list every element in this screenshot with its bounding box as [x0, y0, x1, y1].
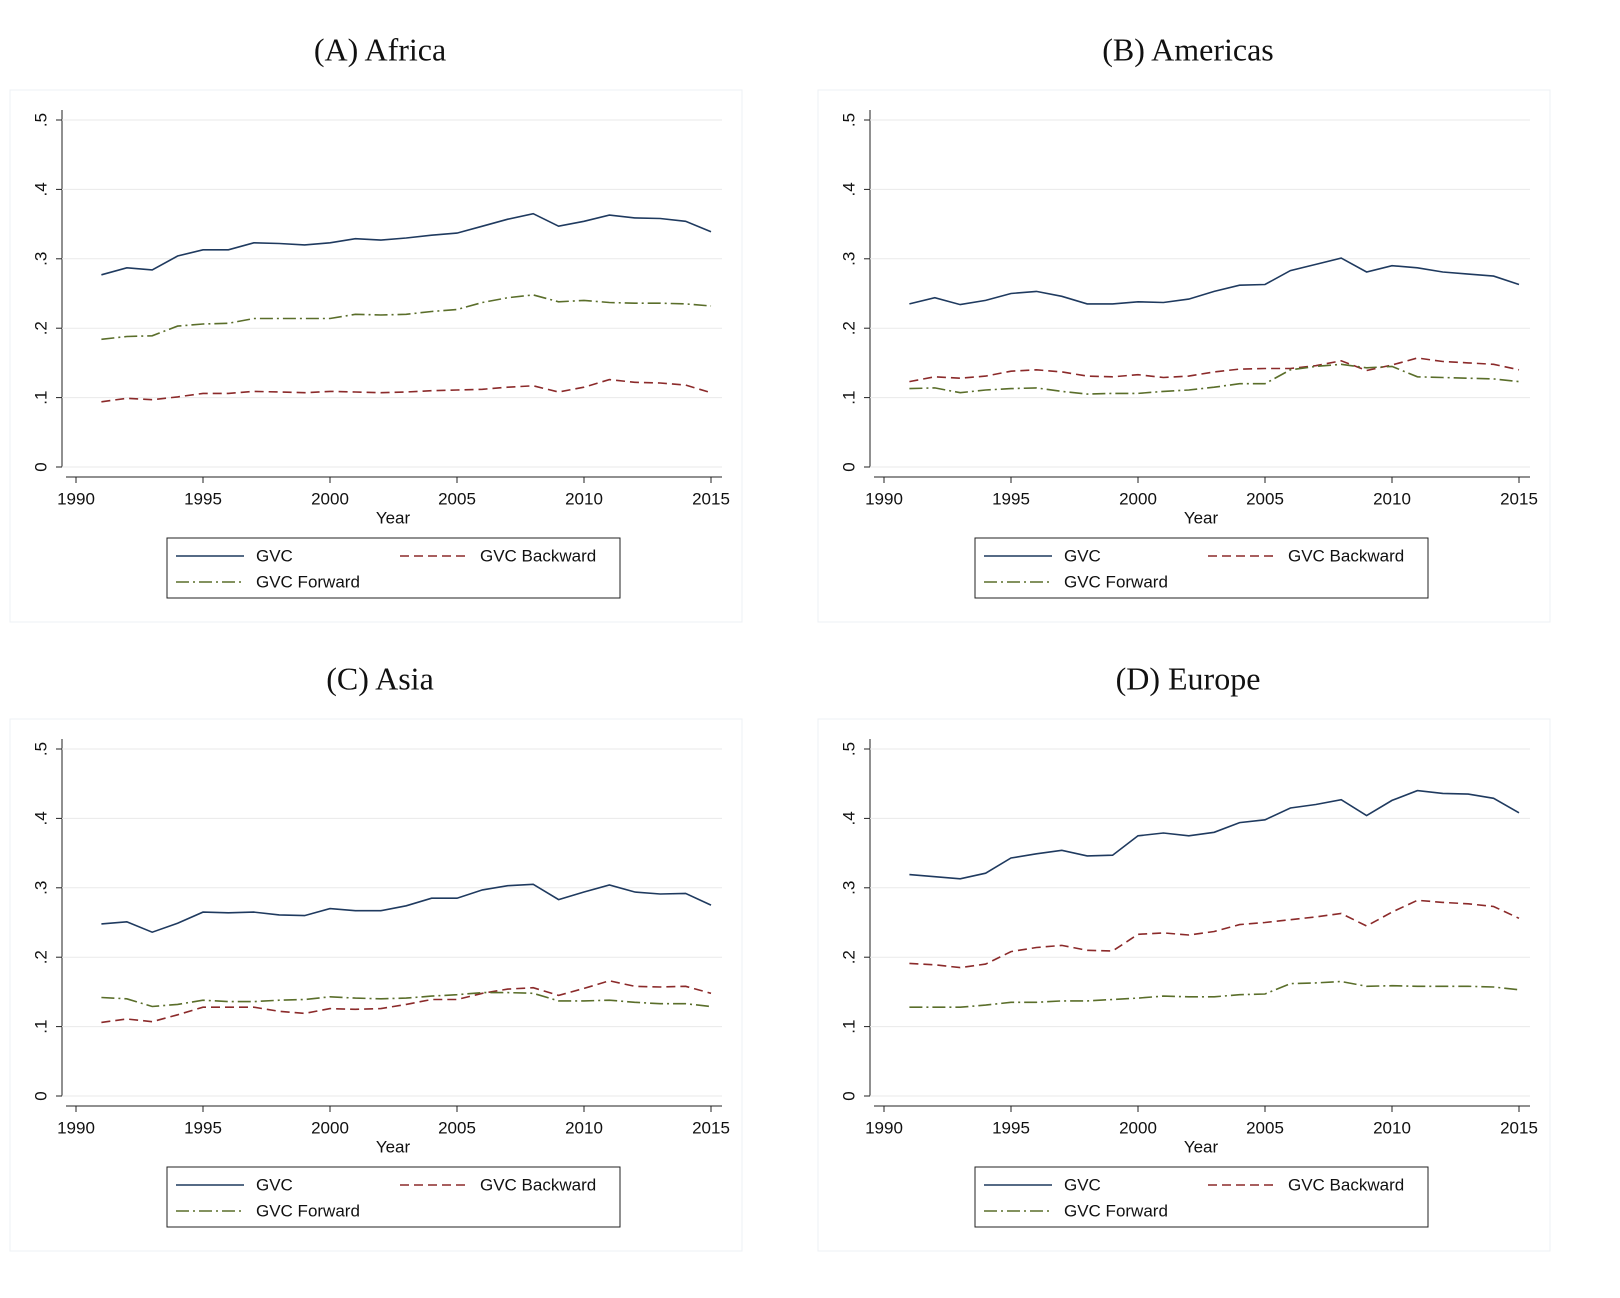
x-tick-label: 2000	[1119, 1118, 1157, 1137]
y-tick-label: .5	[839, 113, 858, 127]
x-tick-label: 2010	[1373, 489, 1411, 508]
series-line	[909, 980, 1520, 1008]
x-tick-label: 2015	[1500, 1118, 1538, 1137]
x-tick-label: 1995	[992, 1118, 1030, 1137]
legend-box	[974, 1166, 1429, 1228]
x-tick-label: 2015	[1500, 489, 1538, 508]
x-tick-label: 1990	[865, 1118, 903, 1137]
y-tick-label: .4	[31, 182, 50, 196]
legend-label: GVC	[1064, 546, 1101, 565]
x-tick-label: 1990	[57, 1118, 95, 1137]
y-tick-label: .2	[839, 950, 858, 964]
legend-label: GVC Forward	[256, 1201, 360, 1220]
legend-label: GVC Backward	[480, 1175, 596, 1194]
x-tick-label: 2005	[1246, 1118, 1284, 1137]
x-axis-label: Year	[376, 1137, 411, 1156]
panel-frame	[9, 718, 743, 1252]
legend-label: GVC	[256, 546, 293, 565]
series-line	[909, 257, 1520, 306]
x-tick-label: 2005	[438, 1118, 476, 1137]
x-tick-label: 1995	[992, 489, 1030, 508]
series-line	[101, 979, 712, 1024]
y-tick-label: 0	[839, 462, 858, 471]
y-tick-label: .1	[839, 1020, 858, 1034]
series-line	[101, 883, 712, 934]
legend-label: GVC	[256, 1175, 293, 1194]
x-axis-label: Year	[1184, 508, 1219, 527]
x-tick-label: 2000	[311, 489, 349, 508]
x-tick-label: 2010	[565, 1118, 603, 1137]
series-line	[101, 991, 712, 1008]
legend-box	[166, 1166, 621, 1228]
series-line	[909, 899, 1520, 969]
panel-frame	[9, 89, 743, 623]
x-tick-label: 1990	[865, 489, 903, 508]
y-tick-label: 0	[31, 462, 50, 471]
x-tick-label: 2010	[1373, 1118, 1411, 1137]
legend-label: GVC	[1064, 1175, 1101, 1194]
y-tick-label: .5	[31, 113, 50, 127]
y-tick-label: .1	[31, 1020, 50, 1034]
legend-label: GVC Forward	[256, 572, 360, 591]
legend-label: GVC Forward	[1064, 1201, 1168, 1220]
x-tick-label: 1995	[184, 489, 222, 508]
x-tick-label: 2015	[692, 1118, 730, 1137]
panel-frame	[817, 718, 1551, 1252]
y-tick-label: .3	[31, 881, 50, 895]
panel-title: (D) Europe	[1116, 660, 1261, 696]
legend-label: GVC Backward	[1288, 546, 1404, 565]
x-axis-label: Year	[376, 508, 411, 527]
x-tick-label: 2000	[311, 1118, 349, 1137]
y-tick-label: .4	[839, 182, 858, 196]
x-tick-label: 2005	[1246, 489, 1284, 508]
x-tick-label: 2015	[692, 489, 730, 508]
y-tick-label: .2	[31, 950, 50, 964]
panel-title: (A) Africa	[314, 31, 446, 67]
panel-frame	[817, 89, 1551, 623]
y-tick-label: .3	[31, 252, 50, 266]
y-tick-label: 0	[839, 1091, 858, 1100]
y-tick-label: 0	[31, 1091, 50, 1100]
y-tick-label: .2	[31, 321, 50, 335]
y-tick-label: .3	[839, 252, 858, 266]
series-line	[101, 294, 712, 341]
series-line	[909, 789, 1520, 880]
series-line	[101, 212, 712, 276]
y-tick-label: .4	[31, 811, 50, 825]
x-tick-label: 2010	[565, 489, 603, 508]
y-tick-label: .5	[839, 742, 858, 756]
y-tick-label: .2	[839, 321, 858, 335]
y-tick-label: .1	[31, 391, 50, 405]
y-tick-label: .1	[839, 391, 858, 405]
series-line	[909, 357, 1520, 383]
legend-label: GVC Forward	[1064, 572, 1168, 591]
legend-label: GVC Backward	[480, 546, 596, 565]
y-tick-label: .4	[839, 811, 858, 825]
series-line	[909, 363, 1520, 395]
x-tick-label: 1990	[57, 489, 95, 508]
y-tick-label: .3	[839, 881, 858, 895]
y-tick-label: .5	[31, 742, 50, 756]
x-axis-label: Year	[1184, 1137, 1219, 1156]
x-tick-label: 2005	[438, 489, 476, 508]
x-tick-label: 1995	[184, 1118, 222, 1137]
legend-label: GVC Backward	[1288, 1175, 1404, 1194]
panel-title: (B) Americas	[1102, 31, 1274, 67]
legend-box	[974, 537, 1429, 599]
x-tick-label: 2000	[1119, 489, 1157, 508]
legend-box	[166, 537, 621, 599]
panel-title: (C) Asia	[326, 660, 434, 696]
series-line	[101, 378, 712, 403]
